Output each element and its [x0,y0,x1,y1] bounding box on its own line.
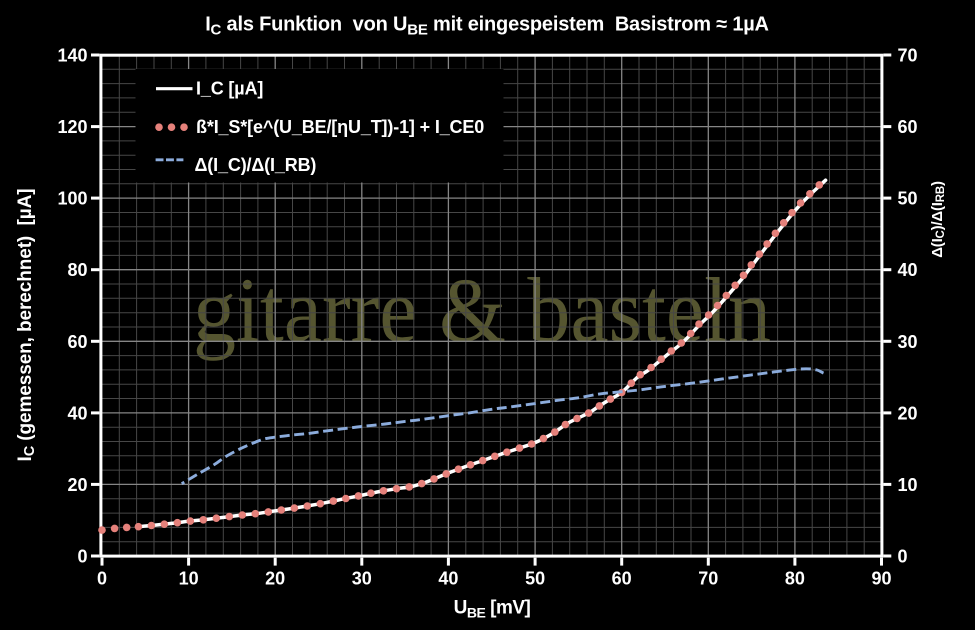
svg-text:40: 40 [898,260,918,280]
svg-text:UBE [mV]: UBE [mV] [454,598,531,621]
svg-text:80: 80 [67,260,87,280]
svg-text:140: 140 [57,46,87,66]
svg-text:0: 0 [97,569,107,589]
svg-text:40: 40 [438,569,458,589]
svg-text:0: 0 [77,547,87,567]
svg-text:0: 0 [898,547,908,567]
svg-text:30: 30 [898,332,918,352]
svg-text:70: 70 [898,46,918,66]
svg-text:20: 20 [265,569,285,589]
svg-text:ß*I_S*[e^(U_BE/[ηU_T])-1] + I_: ß*I_S*[e^(U_BE/[ηU_T])-1] + I_CE0 [196,117,484,137]
svg-text:Δ(I_C)/Δ(I_RB): Δ(I_C)/Δ(I_RB) [195,155,317,175]
svg-text:50: 50 [898,189,918,209]
svg-text:20: 20 [898,403,918,423]
svg-text:gitarre & basteln: gitarre & basteln [193,259,771,361]
svg-text:90: 90 [871,569,891,589]
svg-text:60: 60 [612,569,632,589]
svg-text:40: 40 [67,403,87,423]
svg-text:50: 50 [525,569,545,589]
svg-text:20: 20 [67,475,87,495]
svg-text:10: 10 [898,475,918,495]
svg-text:120: 120 [57,117,87,137]
svg-text:30: 30 [352,569,372,589]
svg-text:IC (gemessen, berechnet) [µA]: IC (gemessen, berechnet) [µA] [15,189,38,462]
svg-text:IC als Funktion von UBE mit e: IC als Funktion von UBE mit eingespeiste… [205,14,769,39]
svg-text:60: 60 [898,117,918,137]
svg-text:80: 80 [785,569,805,589]
svg-text:60: 60 [67,332,87,352]
svg-text:70: 70 [698,569,718,589]
svg-text:100: 100 [57,189,87,209]
svg-text:I_C [µA]: I_C [µA] [196,78,263,98]
svg-text:10: 10 [179,569,199,589]
